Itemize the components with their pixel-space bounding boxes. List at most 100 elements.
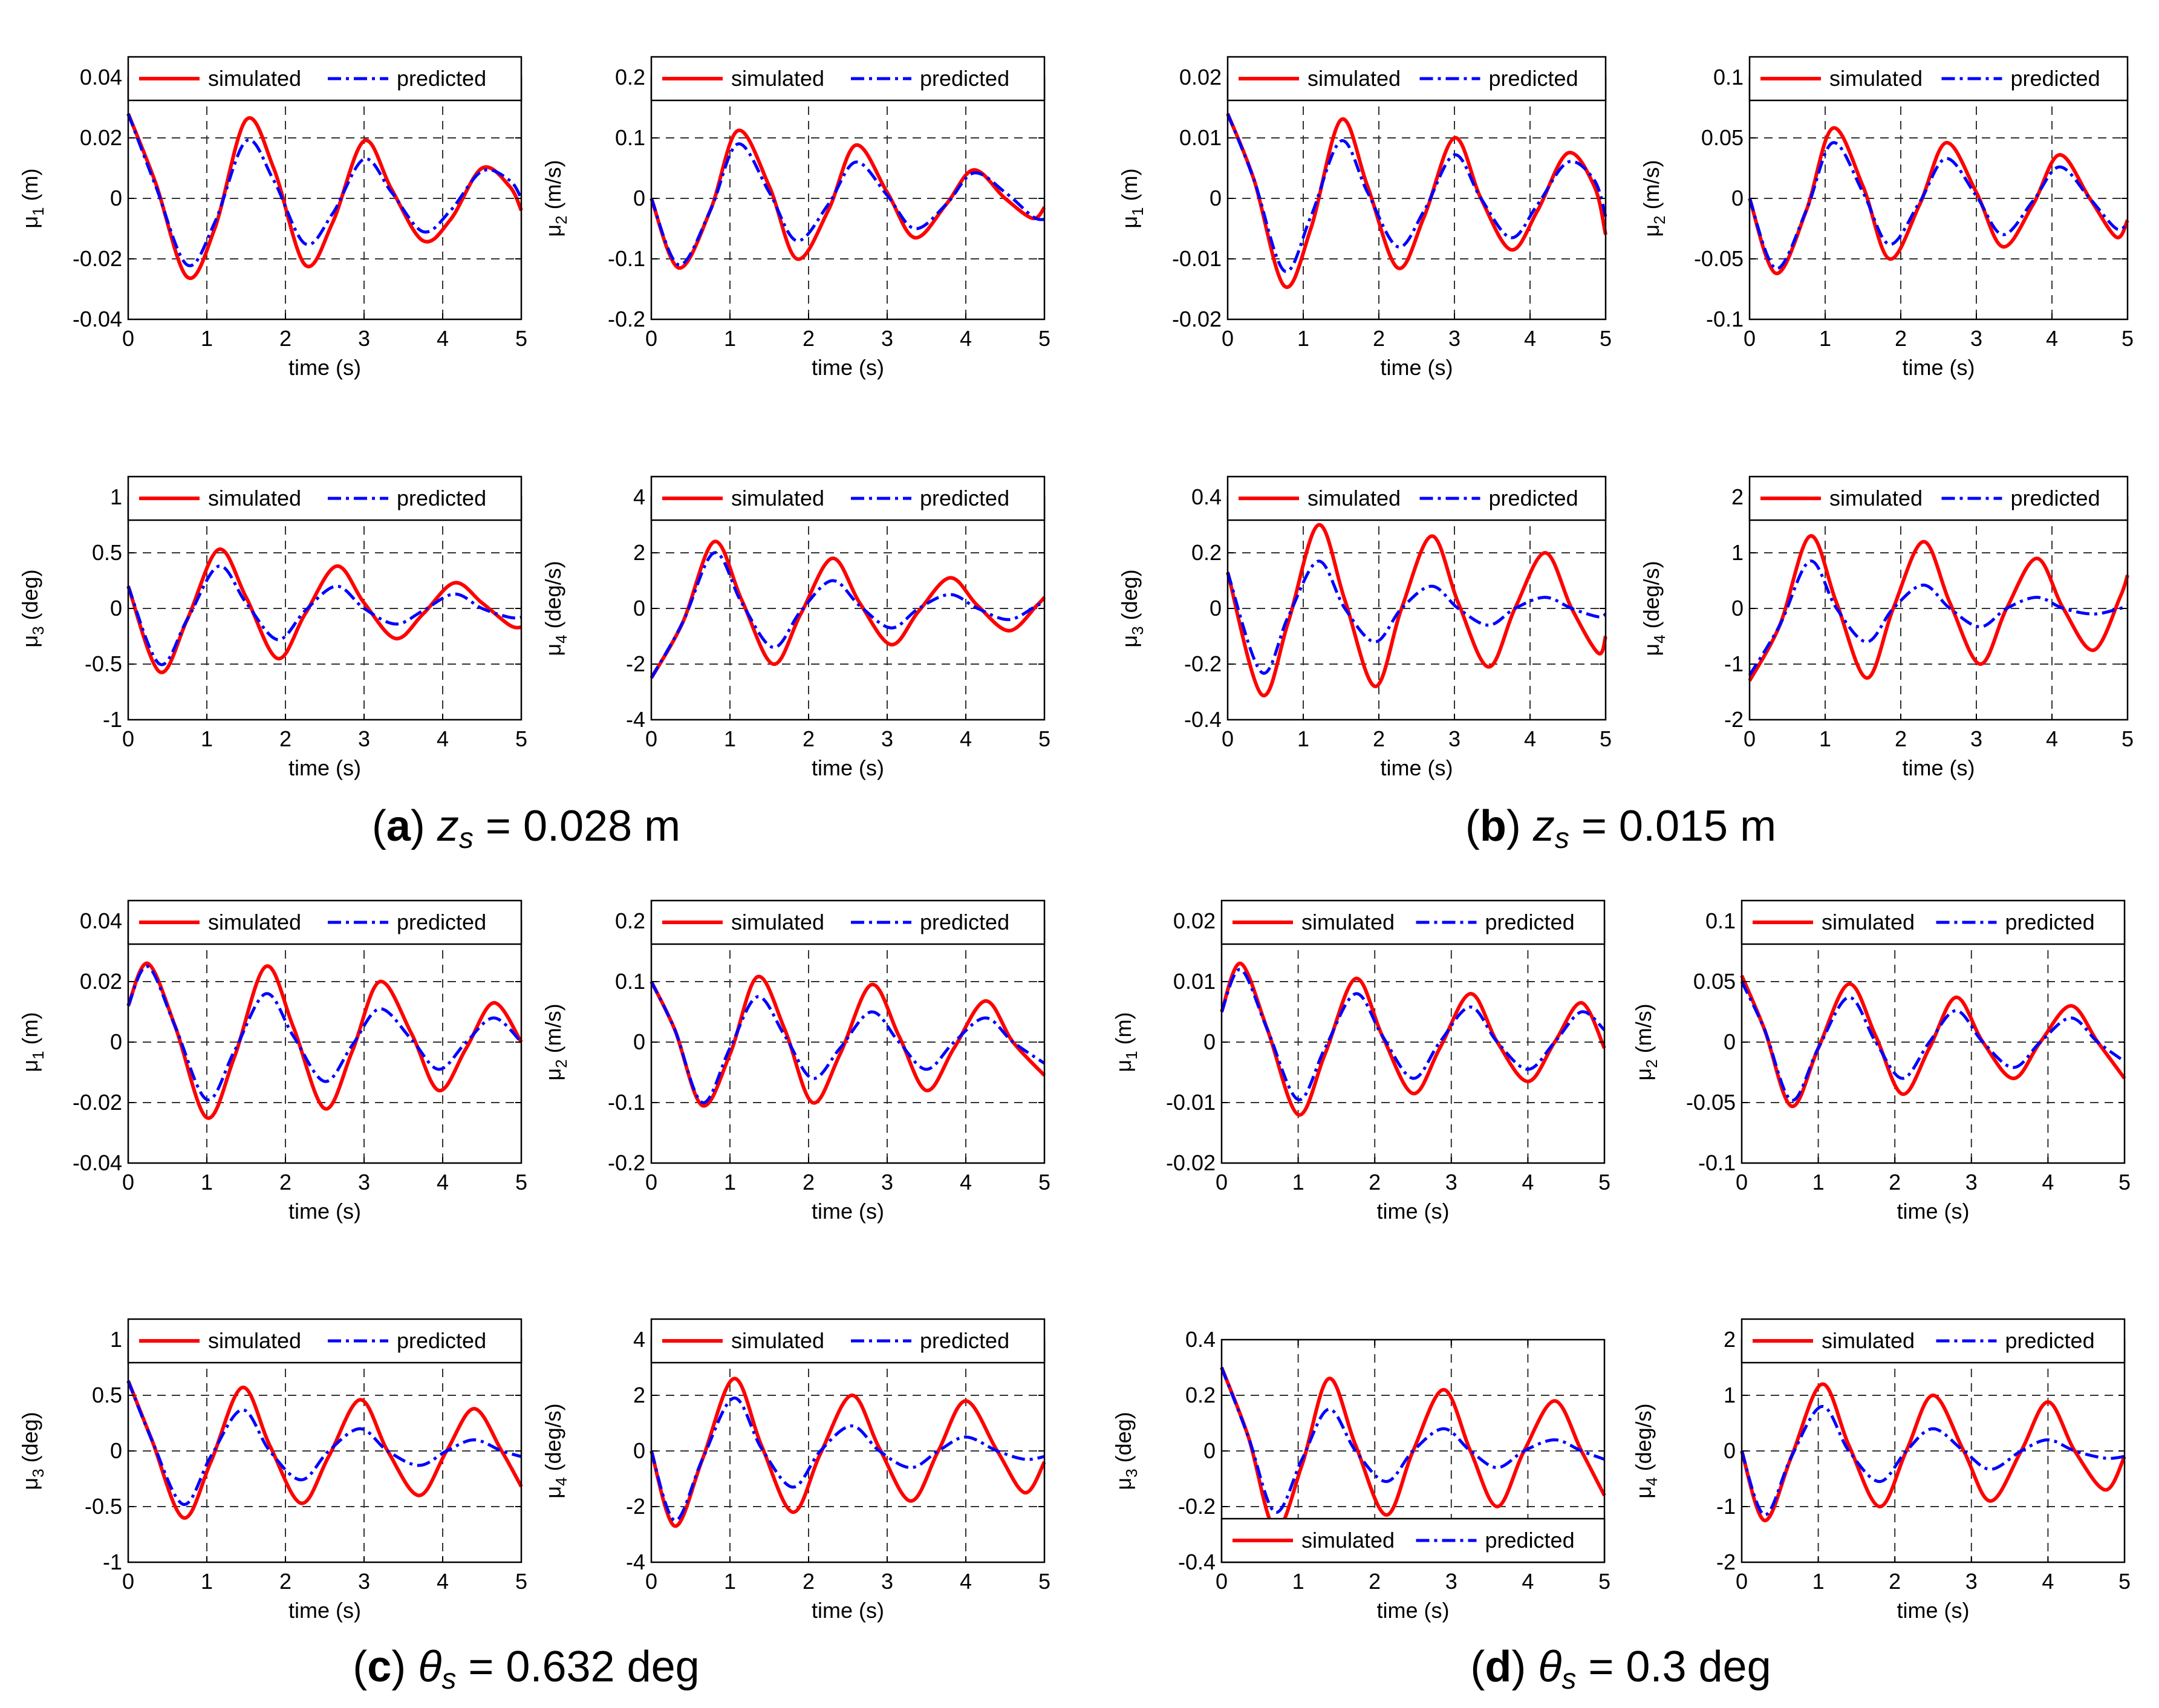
y-tick-label: 0.02 [1173, 908, 1216, 933]
series-line-simulated [1740, 974, 2126, 1109]
y-axis-label: μ2 (m/s) [1631, 1003, 1661, 1080]
legend-label-predicted: predicted [397, 66, 486, 91]
legend-box [1748, 475, 2129, 521]
x-axis-label: time (s) [1903, 755, 1975, 780]
legend-label-simulated: simulated [208, 66, 301, 91]
legend-label-simulated: simulated [1307, 66, 1401, 91]
x-tick-label: 5 [1038, 1569, 1050, 1594]
y-tick-label: 0.5 [92, 1383, 122, 1407]
x-tick-label: 5 [1598, 1569, 1610, 1594]
x-axis-label: time (s) [1377, 1598, 1450, 1623]
x-tick-label: 0 [1222, 726, 1234, 751]
legend-label-predicted: predicted [1489, 486, 1578, 510]
legend-label-simulated: simulated [731, 486, 824, 510]
subplot-b-4: 0 1 2 3 4 5 -2 -1 0 1 2 time (s) μ4 (deg/s) simulated… [1639, 475, 2134, 780]
x-tick-label: 4 [2042, 1170, 2054, 1195]
y-tick-label: 0 [633, 1438, 645, 1463]
legend-label-simulated: simulated [1829, 66, 1923, 91]
legend: simulated predicted [1748, 475, 2129, 521]
series-line-predicted [1220, 968, 1606, 1101]
x-tick-label: 1 [1812, 1170, 1825, 1195]
x-tick-label: 4 [437, 326, 449, 351]
x-tick-label: 4 [960, 1569, 972, 1594]
y-tick-label: -0.1 [608, 1090, 645, 1115]
x-tick-label: 3 [1448, 726, 1460, 751]
x-tick-label: 4 [1524, 726, 1536, 751]
legend-label-predicted: predicted [2011, 66, 2100, 91]
x-tick-label: 0 [122, 326, 134, 351]
subplot-a-3: 0 1 2 3 4 5 -1 -0.5 0 0.5 1 time (s) μ3 (deg) simulat… [18, 475, 527, 780]
x-axis-label: time (s) [1381, 355, 1453, 380]
series-line-predicted [1748, 141, 2129, 270]
x-tick-label: 0 [1222, 326, 1234, 351]
x-tick-label: 5 [1038, 1170, 1050, 1195]
panel-captions: (a) zs = 0.028 m (b) zs = 0.015 m (c) θs =… [353, 802, 1776, 1695]
x-tick-label: 4 [2046, 326, 2058, 351]
y-tick-label: 0.04 [80, 908, 122, 933]
x-tick-label: 1 [724, 726, 736, 751]
series-line-predicted [650, 1397, 1045, 1522]
y-axis-label: μ3 (deg) [18, 569, 47, 647]
y-tick-label: -1 [103, 707, 122, 732]
legend: simulated predicted [650, 475, 1046, 521]
x-tick-label: 3 [1965, 1569, 1978, 1594]
y-tick-label: -2 [626, 1494, 645, 1519]
y-tick-label: 0.2 [615, 908, 645, 933]
y-tick-label: 0.02 [1179, 65, 1222, 90]
x-tick-label: 5 [1600, 726, 1612, 751]
subplot-d-2: 0 1 2 3 4 5 -0.1 -0.05 0 0.05 0.1 time (s) μ2 (m/s) s… [1631, 899, 2131, 1224]
series-line-predicted [126, 564, 522, 667]
legend-label-predicted: predicted [2005, 910, 2095, 934]
y-tick-label: 0.02 [80, 969, 122, 994]
subplot-b-3: 0 1 2 3 4 5 -0.4 -0.2 0 0.2 0.4 time (s) μ3 (deg) sim… [1117, 475, 1612, 780]
series-line-predicted [1226, 559, 1607, 675]
x-axis-label: time (s) [812, 355, 884, 380]
caption-b: (b) zs = 0.015 m [1465, 802, 1776, 855]
x-tick-label: 1 [201, 726, 213, 751]
x-tick-label: 2 [279, 326, 291, 351]
legend-label-simulated: simulated [208, 486, 301, 510]
legend-label-predicted: predicted [1485, 1528, 1575, 1553]
legend-label-simulated: simulated [208, 910, 301, 934]
x-tick-label: 5 [515, 726, 527, 751]
y-axis-label: μ3 (deg) [1117, 569, 1147, 647]
y-tick-label: 0 [1724, 1438, 1736, 1463]
y-axis-label: μ1 (m) [1117, 168, 1147, 228]
x-tick-label: 5 [515, 1170, 527, 1195]
x-axis-label: time (s) [1377, 1199, 1450, 1224]
y-tick-label: -0.05 [1694, 246, 1744, 271]
y-tick-label: -0.02 [73, 246, 122, 271]
x-tick-label: 2 [803, 1569, 815, 1594]
x-tick-label: 4 [2042, 1569, 2054, 1594]
y-axis-label: μ1 (m) [18, 1012, 47, 1072]
series-line-predicted [1740, 1404, 2125, 1517]
legend-label-simulated: simulated [731, 1328, 824, 1353]
x-tick-label: 3 [1445, 1569, 1457, 1594]
subplot-a-4: 0 1 2 3 4 5 -4 -2 0 2 4 time (s) μ4 (deg/s) simulated… [541, 475, 1050, 780]
series-line-predicted [126, 1380, 522, 1506]
y-tick-label: 0 [110, 186, 122, 210]
y-tick-label: 0.05 [1693, 969, 1736, 994]
x-tick-label: 0 [122, 1170, 134, 1195]
y-tick-label: -1 [1724, 651, 1744, 676]
x-tick-label: 5 [2118, 1569, 2131, 1594]
legend-label-predicted: predicted [920, 486, 1009, 510]
y-tick-label: -0.04 [73, 307, 122, 331]
series-line-simulated [126, 112, 523, 280]
x-tick-label: 0 [645, 326, 657, 351]
legend-label-predicted: predicted [2005, 1328, 2095, 1353]
y-tick-label: 0 [1731, 186, 1744, 210]
x-tick-label: 5 [2118, 1170, 2131, 1195]
y-tick-label: -4 [626, 1550, 645, 1574]
y-tick-label: 0 [1724, 1029, 1736, 1054]
x-tick-label: 5 [1038, 726, 1050, 751]
legend: simulated predicted [650, 899, 1046, 945]
y-tick-label: -0.1 [1706, 307, 1744, 331]
x-tick-label: 2 [803, 326, 815, 351]
series-line-predicted [1226, 113, 1607, 273]
x-axis-label: time (s) [288, 1598, 361, 1623]
legend-label-predicted: predicted [2011, 486, 2100, 510]
x-axis-label: time (s) [288, 755, 361, 780]
y-tick-label: 0 [110, 596, 122, 621]
series-line-predicted [1740, 980, 2126, 1102]
